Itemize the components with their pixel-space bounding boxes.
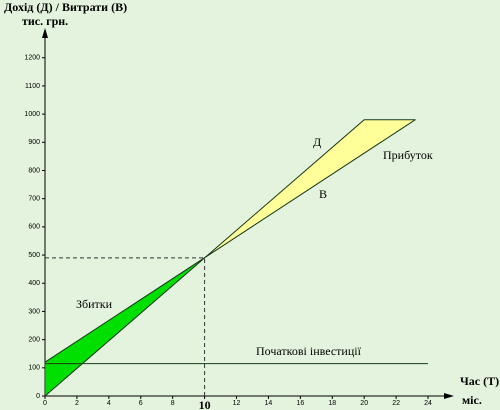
y-tick-label: 300: [28, 308, 40, 315]
y-tick-label: 1200: [24, 55, 40, 62]
loss-label: Збитки: [76, 297, 113, 311]
x-tick-label: 10: [199, 398, 211, 410]
x-tick-label: 12: [233, 400, 241, 407]
y-tick-label: 1000: [24, 111, 40, 118]
y-axis-title: Дохід (Д) / Витрати (В): [4, 0, 127, 14]
series-label: В: [319, 187, 327, 201]
x-tick-label: 20: [360, 400, 368, 407]
y-tick-label: 400: [28, 280, 40, 287]
x-tick-label: 24: [424, 400, 432, 407]
x-axis-title: Час (Т): [460, 374, 499, 388]
profit-label: Прибуток: [383, 148, 433, 162]
y-tick-label: 1100: [25, 83, 40, 90]
y-axis-arrow: [42, 28, 48, 38]
x-tick-label: 2: [75, 400, 79, 407]
y-tick-label: 200: [28, 336, 40, 343]
y-tick-label: 800: [28, 167, 40, 174]
x-tick-label: 6: [139, 400, 143, 407]
y-tick-label: 900: [28, 139, 40, 146]
x-tick-label: 0: [43, 400, 47, 407]
x-tick-label: 18: [328, 400, 336, 407]
y-tick-label: 700: [28, 196, 40, 203]
line: [44, 119, 416, 363]
x-axis-unit: міс.: [462, 393, 482, 407]
x-tick-label: 14: [265, 400, 273, 407]
series-label: Д: [313, 135, 321, 149]
series-label: Початкові інвестиції: [256, 344, 362, 358]
x-tick-label: 16: [296, 400, 304, 407]
y-tick-label: 600: [28, 224, 40, 231]
y-tick-label: 100: [28, 365, 40, 372]
y-axis-unit: тис. грн.: [22, 14, 68, 28]
x-tick-label: 8: [171, 400, 175, 407]
y-tick-label: 0: [36, 393, 40, 400]
x-axis-arrow: [444, 393, 454, 399]
y-tick-label: 500: [28, 252, 40, 259]
line: [44, 119, 416, 397]
x-tick-label: 22: [392, 400, 400, 407]
x-tick-label: 4: [107, 400, 111, 407]
